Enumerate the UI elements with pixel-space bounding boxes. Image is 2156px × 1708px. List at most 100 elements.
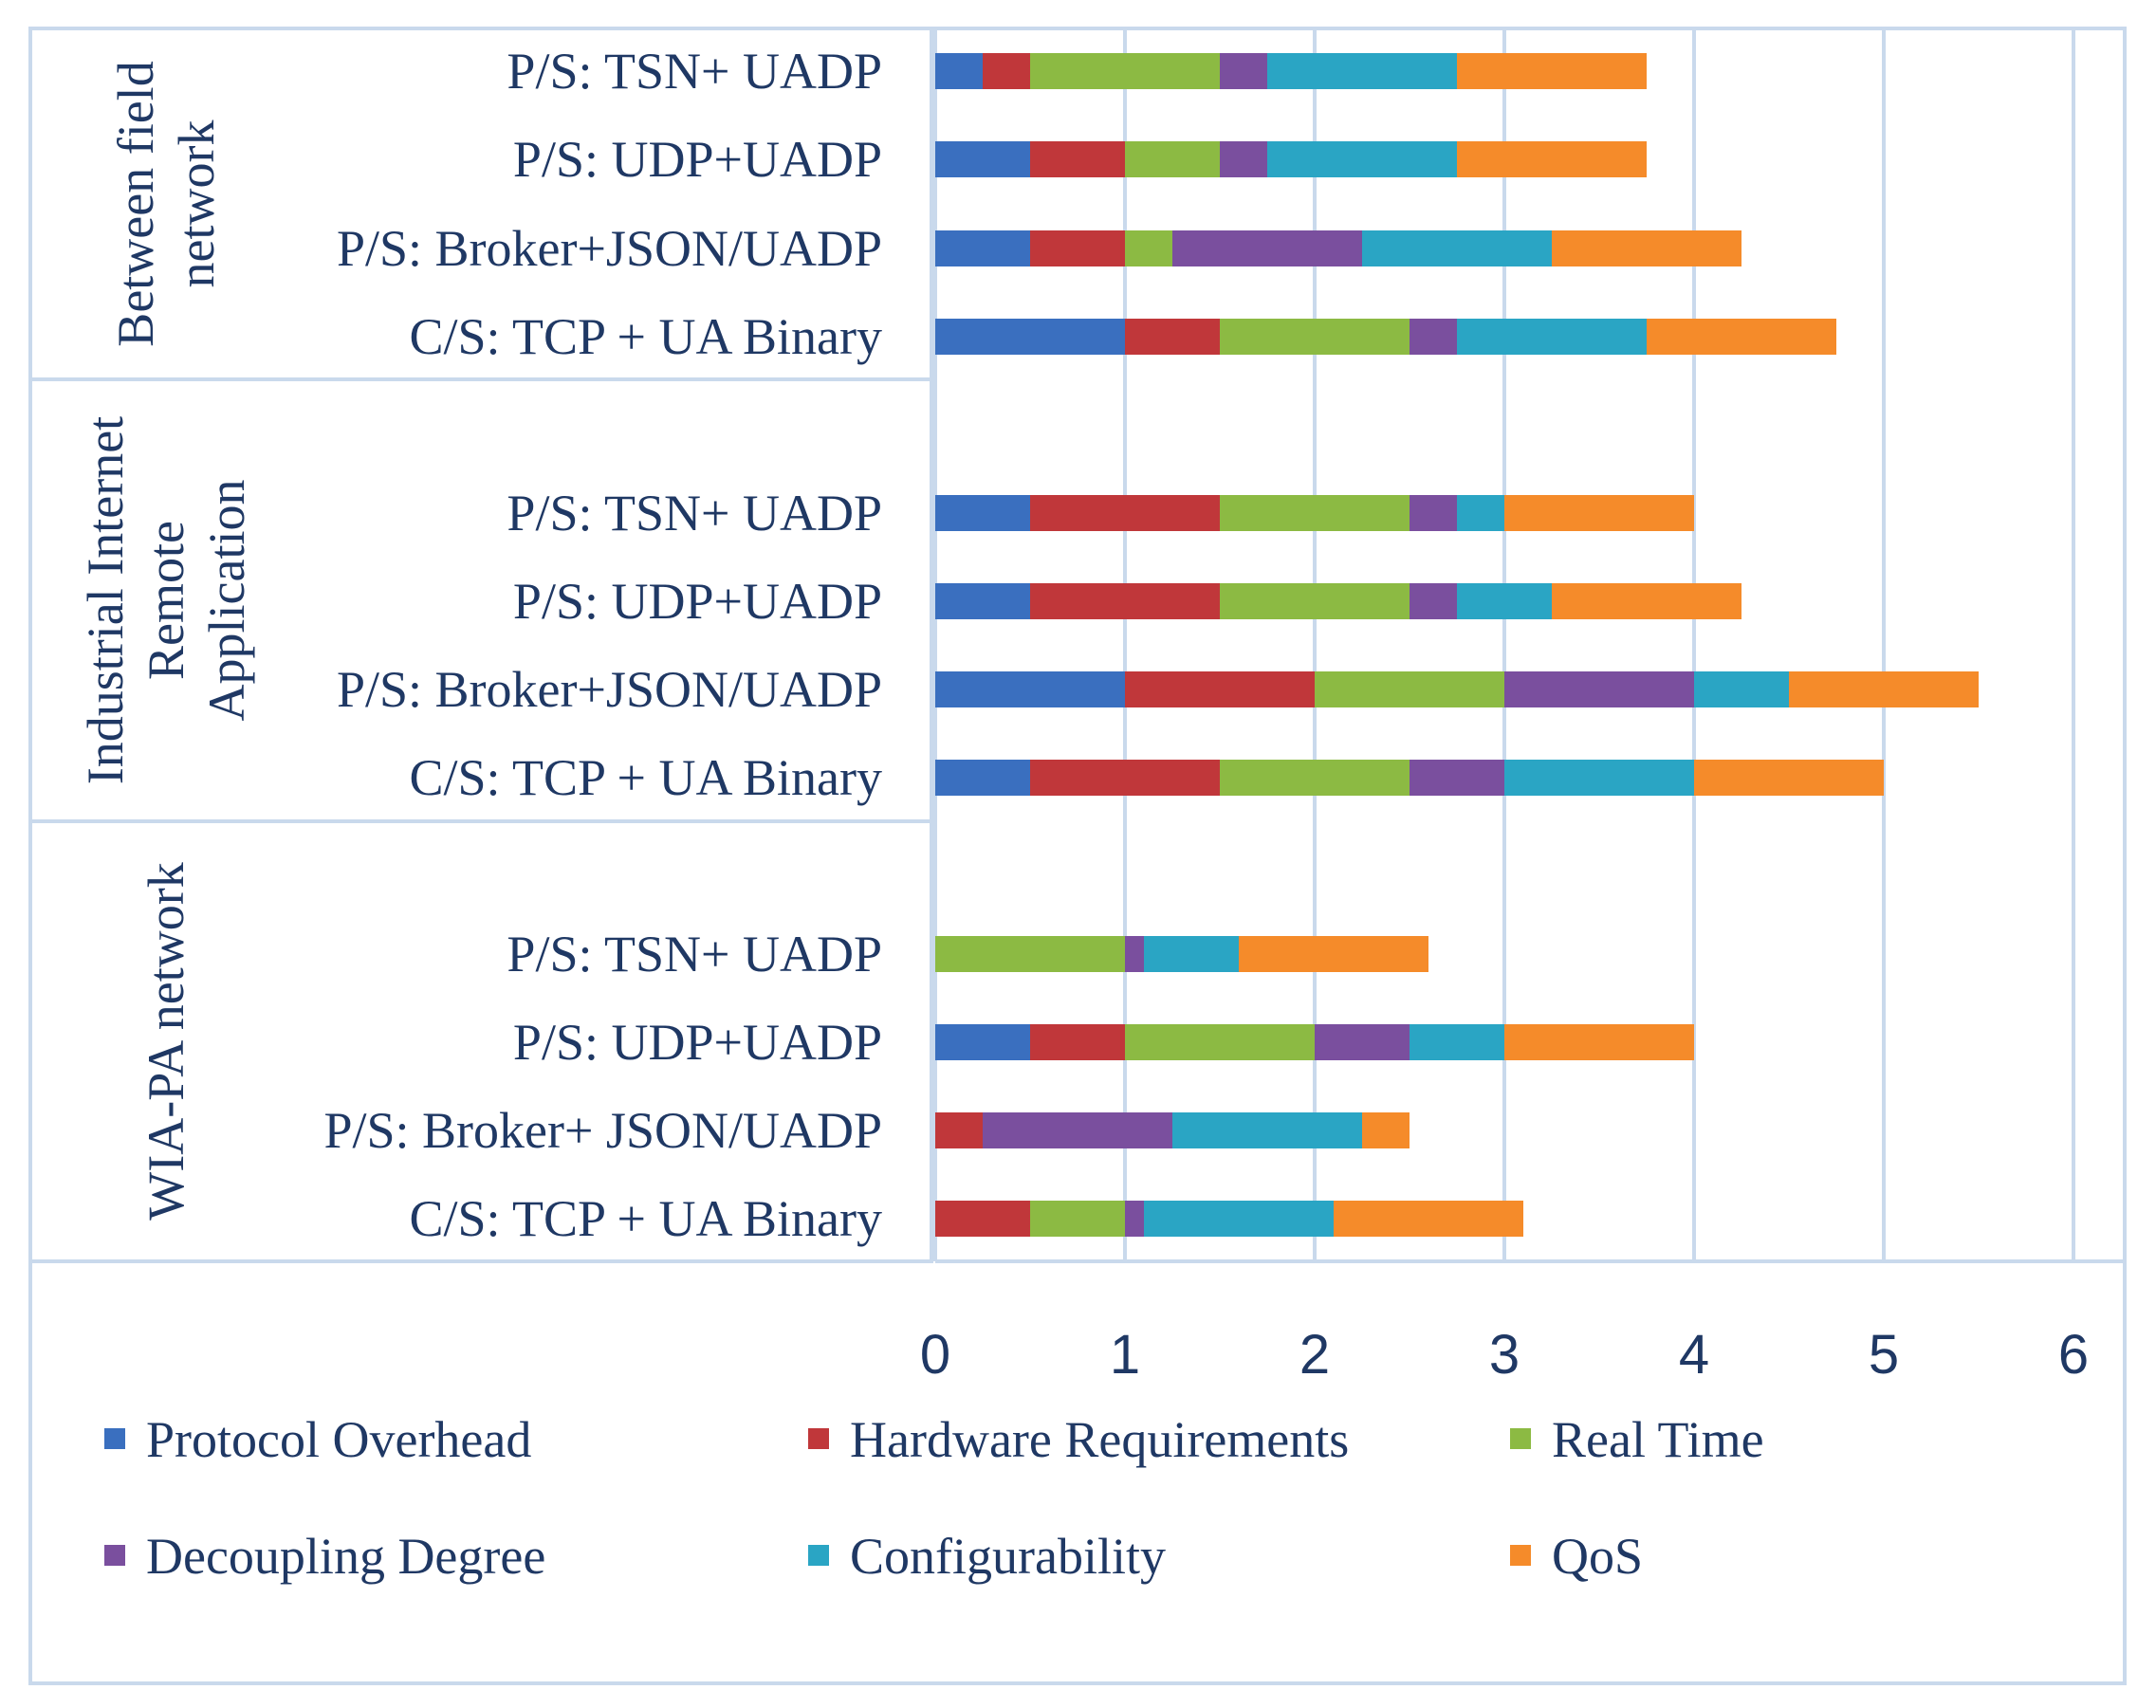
bar-segment [1267, 53, 1457, 89]
bar-segment [1334, 1201, 1523, 1237]
bar-segment [1030, 583, 1220, 619]
category-label: P/S: TSN+ UADP [507, 485, 882, 542]
x-tick-label: 4 [1679, 1324, 1709, 1386]
bar-segment [1504, 671, 1694, 707]
bar-segment [935, 230, 1030, 266]
bar-segment [1239, 936, 1428, 972]
x-tick-label: 6 [2058, 1324, 2089, 1386]
bar-segment [1220, 319, 1410, 355]
group-label-line: Industrial Internet [77, 416, 134, 784]
category-label: C/S: TCP + UA Binary [409, 1190, 882, 1247]
legend-swatch [104, 1545, 125, 1566]
bar-segment [1410, 760, 1504, 796]
bar-segment [1315, 671, 1504, 707]
bar-segment [935, 495, 1030, 531]
legend-swatch [1510, 1428, 1531, 1449]
bar-segment [1410, 1024, 1504, 1060]
legend-label: Protocol Overhead [146, 1411, 531, 1468]
bar-segment [1504, 495, 1694, 531]
bar-segment [935, 319, 1125, 355]
category-label: C/S: TCP + UA Binary [409, 308, 882, 365]
bar-segment [1457, 141, 1647, 177]
bar-segment [1504, 1024, 1694, 1060]
bar-segment [1457, 495, 1504, 531]
bar-segment [1172, 1112, 1362, 1148]
bar-segment [1220, 53, 1267, 89]
bar-segment [1125, 671, 1315, 707]
bar-segment [935, 1112, 983, 1148]
bar-segment [1144, 1201, 1334, 1237]
legend-swatch [808, 1545, 829, 1566]
group-box-3 [28, 819, 933, 1263]
bar-segment [1220, 760, 1410, 796]
x-tick-label: 1 [1110, 1324, 1140, 1386]
bar-segment [1220, 495, 1410, 531]
category-label: P/S: TSN+ UADP [507, 926, 882, 983]
bar-segment [1030, 230, 1125, 266]
bar-segment [1694, 760, 1884, 796]
bar-segment [935, 583, 1030, 619]
bar-segment [1552, 583, 1741, 619]
bar-segment [1410, 583, 1457, 619]
x-tick-label: 2 [1299, 1324, 1330, 1386]
bar-segment [1030, 1201, 1125, 1237]
bar-segment [1457, 583, 1552, 619]
legend-swatch [104, 1428, 125, 1449]
category-label: P/S: UDP+UADP [513, 1014, 882, 1071]
bar-segment [1030, 760, 1220, 796]
bar-segment [935, 1024, 1030, 1060]
x-tick-label: 5 [1869, 1324, 1899, 1386]
bar-segment [1362, 230, 1552, 266]
bar-segment [1172, 230, 1362, 266]
x-tick-label: 0 [920, 1324, 950, 1386]
bar-segment [1457, 53, 1647, 89]
bar-segment [1647, 319, 1836, 355]
bar-segment [1125, 936, 1144, 972]
category-label: P/S: Broker+ JSON/UADP [323, 1102, 882, 1159]
x-tick-label: 3 [1489, 1324, 1520, 1386]
bar-segment [983, 53, 1030, 89]
bar-segment [935, 671, 1125, 707]
bar-segment [1410, 319, 1457, 355]
legend-label: Real Time [1552, 1411, 1764, 1468]
group-label-line: Application [198, 480, 255, 722]
bar-segment [1030, 141, 1125, 177]
bar-segment [935, 936, 1125, 972]
group-label: Industrial InternetRemoteApplication [77, 416, 255, 784]
category-label: C/S: TCP + UA Binary [409, 749, 882, 806]
bar-segment [1125, 1024, 1315, 1060]
category-label: P/S: Broker+JSON/UADP [337, 661, 882, 718]
bar-segment [1125, 1201, 1144, 1237]
bar-segment [1362, 1112, 1410, 1148]
bar-segment [1125, 230, 1172, 266]
category-label: P/S: TSN+ UADP [507, 43, 882, 100]
bar-segment [1457, 319, 1647, 355]
bar-segment [1030, 495, 1220, 531]
bar-segment [935, 1201, 1030, 1237]
legend-label: QoS [1552, 1528, 1643, 1585]
bar-segment [1144, 936, 1239, 972]
bar-segment [1125, 141, 1220, 177]
legend-swatch [1510, 1545, 1531, 1566]
group-label-line: network [168, 120, 225, 288]
bar-segment [1410, 495, 1457, 531]
bar-segment [1220, 583, 1410, 619]
group-label-line: Between field [107, 61, 164, 346]
legend-label: Configurability [850, 1528, 1166, 1585]
group-label: WIA-PA network [138, 862, 194, 1220]
bar-segment [1030, 53, 1220, 89]
group-label-line: Remote [138, 521, 194, 680]
bar-segment [1315, 1024, 1410, 1060]
legend-swatch [808, 1428, 829, 1449]
bar-segment [935, 760, 1030, 796]
legend-label: Hardware Requirements [850, 1411, 1349, 1468]
bar-segment [983, 1112, 1172, 1148]
legend-label: Decoupling Degree [146, 1528, 545, 1585]
bar-segment [1789, 671, 1979, 707]
bar-segment [1220, 141, 1267, 177]
bar-segment [1125, 319, 1220, 355]
bar-segment [1504, 760, 1694, 796]
category-label: P/S: UDP+UADP [513, 573, 882, 630]
bar-segment [935, 53, 983, 89]
